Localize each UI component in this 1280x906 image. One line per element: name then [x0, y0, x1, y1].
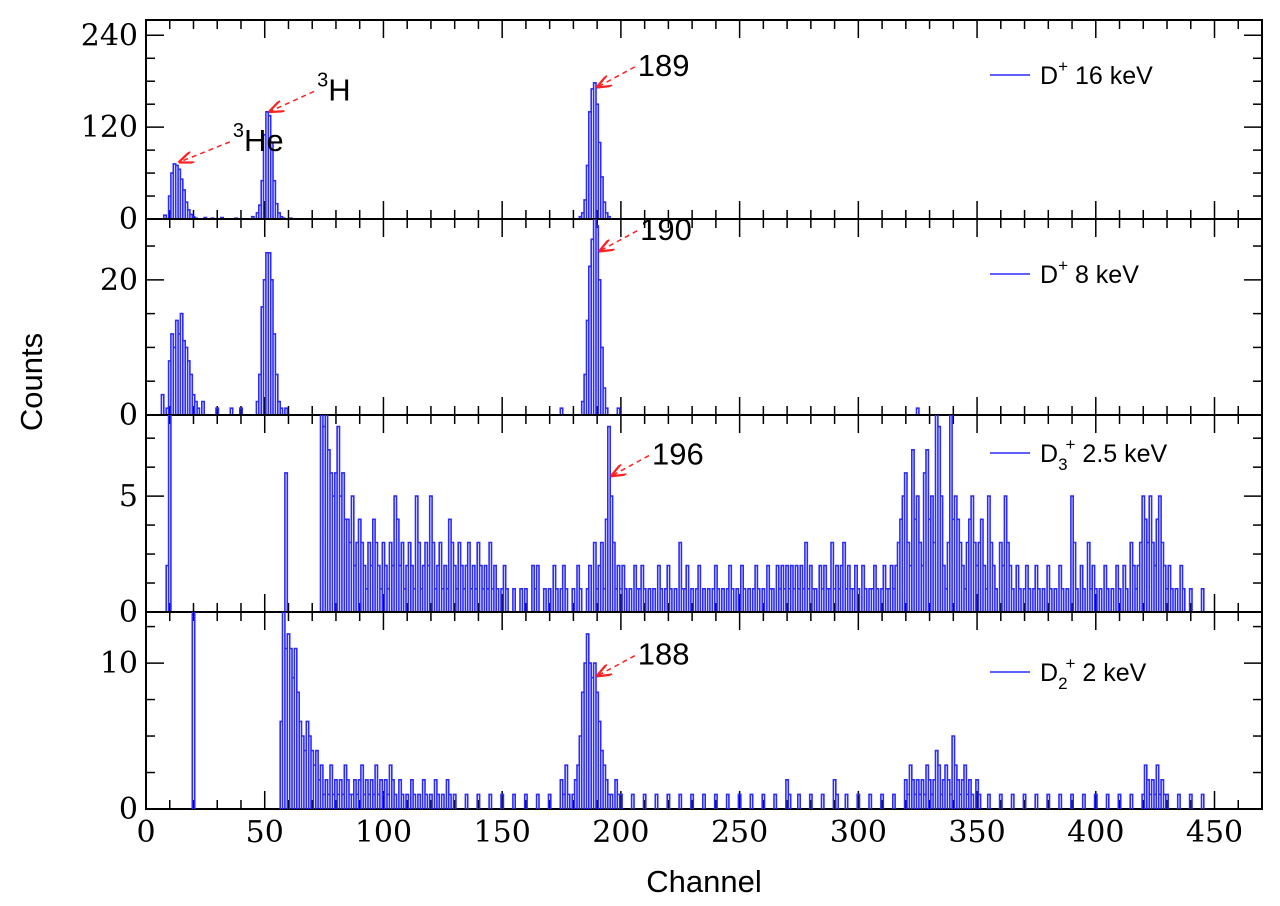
histogram-series — [191, 612, 1205, 809]
y-tick-label: 120 — [81, 110, 138, 145]
panel-frame — [145, 218, 1263, 416]
y-tick-label: 0 — [119, 202, 138, 237]
legend-label: D+ 16 keV — [1040, 57, 1153, 90]
annotation-arrow — [598, 655, 636, 676]
x-axis-title: Channel — [646, 864, 761, 899]
histogram-series — [160, 219, 920, 415]
legend-label: D2+ 2 keV — [1040, 654, 1147, 693]
y-tick-label: 0 — [119, 595, 138, 630]
panels-layer: 0 120 240 D+ 16 keV 189 3He 3H 0 20 D+ 8 keV 190 0 5… — [81, 18, 1263, 850]
annotation-label: 188 — [638, 637, 690, 672]
annotation-arrow — [612, 454, 650, 476]
y-tick-label: 240 — [81, 18, 138, 53]
x-tick-label: 350 — [948, 815, 1005, 850]
legend-label: D3+ 2.5 keV — [1040, 435, 1168, 474]
annotation-label: 3He — [233, 120, 284, 158]
panel-d2-2kev: 0 10 D2+ 2 keV 188 0 50 100 150 200 250 300 350 400 4… — [100, 611, 1263, 850]
annotation-arrow — [180, 141, 231, 162]
y-tick-label: 0 — [119, 398, 138, 433]
x-tick-label: 300 — [830, 815, 887, 850]
panel-frame — [145, 19, 1263, 220]
annotation-label: 3H — [317, 69, 351, 107]
annotation-label: 196 — [652, 437, 704, 472]
histogram-series — [165, 415, 1205, 612]
y-tick-label: 10 — [100, 646, 138, 681]
x-tick-label: 250 — [711, 815, 768, 850]
x-tick-label: 50 — [246, 815, 284, 850]
y-axis-title: Counts — [14, 333, 49, 431]
y-tick-label: 5 — [119, 479, 138, 514]
annotation-arrow — [600, 230, 638, 251]
panel-d-16kev: 0 120 240 D+ 16 keV 189 3He 3H — [81, 18, 1263, 237]
annotation-arrow — [270, 90, 315, 111]
x-tick-label: 100 — [355, 815, 412, 850]
y-tick-label: 20 — [100, 263, 138, 298]
panel-frame — [145, 611, 1263, 810]
histogram-series — [163, 82, 611, 219]
x-tick-label: 150 — [474, 815, 531, 850]
annotation-label: 189 — [638, 48, 690, 83]
x-tick-label: 200 — [592, 815, 649, 850]
annotation-arrow — [598, 66, 636, 87]
y-tick-label: 0 — [119, 792, 138, 827]
panel-d3-2p5kev: 0 5 D3+ 2.5 keV 196 — [119, 414, 1263, 630]
annotation-label: 190 — [640, 212, 692, 247]
x-tick-label: 450 — [1186, 815, 1243, 850]
panel-d-8kev: 0 20 D+ 8 keV 190 — [100, 212, 1263, 433]
x-tick-label: 0 — [136, 815, 155, 850]
x-tick-label: 400 — [1067, 815, 1124, 850]
legend-label: D+ 8 keV — [1040, 256, 1139, 289]
